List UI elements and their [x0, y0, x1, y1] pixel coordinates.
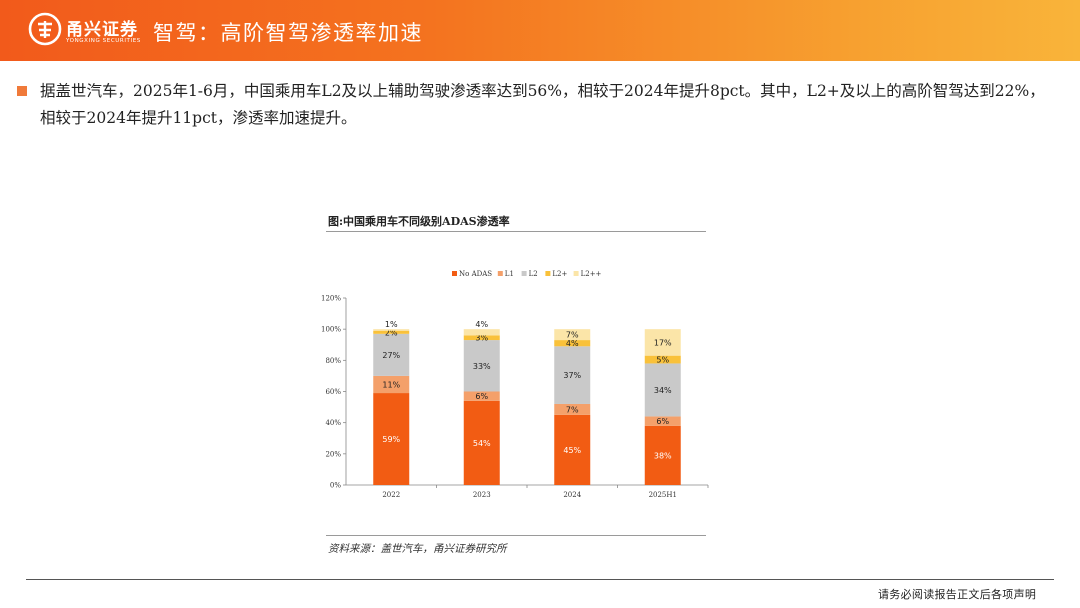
bar-segment: [373, 333, 410, 376]
bar-segment: [554, 340, 591, 347]
figure-caption: 图:中国乘用车不同级别ADAS渗透率: [328, 215, 510, 228]
data-label: 2%: [385, 328, 398, 337]
x-tick-label: 2024: [563, 491, 581, 499]
data-label: 3%: [475, 334, 488, 343]
source-divider: [326, 535, 706, 536]
data-label: 4%: [566, 339, 579, 348]
data-label: 45%: [563, 446, 581, 455]
page-title: 智驾：高阶智驾渗透率加速: [153, 21, 423, 45]
y-tick-label: 100%: [321, 326, 341, 334]
bar-segment: [554, 329, 591, 341]
y-tick-label: 120%: [321, 295, 341, 303]
bar-segment: [373, 375, 410, 394]
bar-segment: [554, 346, 591, 404]
data-label: 54%: [473, 439, 491, 448]
y-tick-label: 60%: [325, 388, 341, 396]
data-label: 6%: [475, 392, 488, 401]
legend-swatch: [452, 271, 457, 276]
bar-segment: [463, 391, 500, 401]
y-tick-label: 0%: [330, 482, 341, 490]
legend-swatch: [573, 271, 579, 276]
bar-segment: [554, 403, 591, 415]
x-tick-label: 2025H1: [649, 491, 677, 499]
legend-label: No ADAS: [459, 270, 492, 278]
header-bar: 甬兴证券 YONGXING SECURITIES 智驾：高阶智驾渗透率加速: [0, 0, 1080, 61]
brand-name: 甬兴证券: [66, 20, 138, 40]
legend-swatch: [497, 271, 503, 276]
data-label: 4%: [475, 320, 488, 329]
data-label: 11%: [382, 380, 400, 389]
data-label: 33%: [473, 362, 491, 371]
legend-label: L2++: [581, 270, 602, 278]
bar-segment: [644, 425, 681, 485]
data-label: 34%: [654, 386, 672, 395]
brand-name-english: YONGXING SECURITIES: [66, 38, 141, 44]
bar-segment: [463, 335, 500, 341]
data-label: 17%: [654, 338, 672, 347]
bar-segment: [373, 393, 410, 485]
data-label: 1%: [385, 320, 398, 329]
bullet-marker: [17, 86, 27, 96]
bar-segment: [463, 329, 500, 336]
legend-label: L2+: [552, 270, 567, 278]
bar-segment: [644, 363, 681, 417]
x-tick-label: 2022: [382, 491, 400, 499]
bar-segment: [644, 329, 681, 356]
caption-divider: [326, 231, 706, 232]
footer-disclaimer: 请务必阅读报告正文后各项声明: [878, 588, 1037, 601]
bar-segment: [644, 355, 681, 364]
legend-swatch: [545, 271, 551, 276]
bar-segment: [463, 400, 500, 485]
summary-text: 据盖世汽车，2025年1-6月，中国乘用车L2及以上辅助驾驶渗透率达到56%，相…: [40, 82, 1045, 127]
legend-label: L1: [505, 270, 514, 278]
footer-divider: [26, 579, 1054, 580]
brand-logo-icon: [28, 12, 62, 46]
bar-segment: [373, 329, 410, 331]
adas-penetration-chart: 0% 20% 40% 60% 80% 100% 120% 59% 11% 27% 2%1% 2022 5…: [321, 270, 709, 499]
data-label: 5%: [656, 356, 669, 365]
data-label: 37%: [563, 371, 581, 380]
bar-segment: [373, 330, 410, 334]
data-label: 27%: [382, 351, 400, 360]
data-label: 38%: [654, 451, 672, 460]
bar-segment: [644, 416, 681, 426]
x-tick-label: 2023: [473, 491, 491, 499]
figure-source: 资料来源：盖世汽车，甬兴证券研究所: [328, 543, 507, 555]
y-tick-label: 80%: [325, 357, 341, 365]
data-label: 7%: [566, 331, 579, 340]
bar-segment: [463, 340, 500, 392]
data-label: 59%: [382, 435, 400, 444]
data-label: 7%: [566, 405, 579, 414]
legend-swatch: [521, 271, 527, 276]
bar-segment: [554, 414, 591, 485]
legend-label: L2: [529, 270, 538, 278]
y-tick-label: 20%: [325, 450, 341, 458]
y-tick-label: 40%: [325, 419, 341, 427]
data-label: 6%: [656, 417, 669, 426]
